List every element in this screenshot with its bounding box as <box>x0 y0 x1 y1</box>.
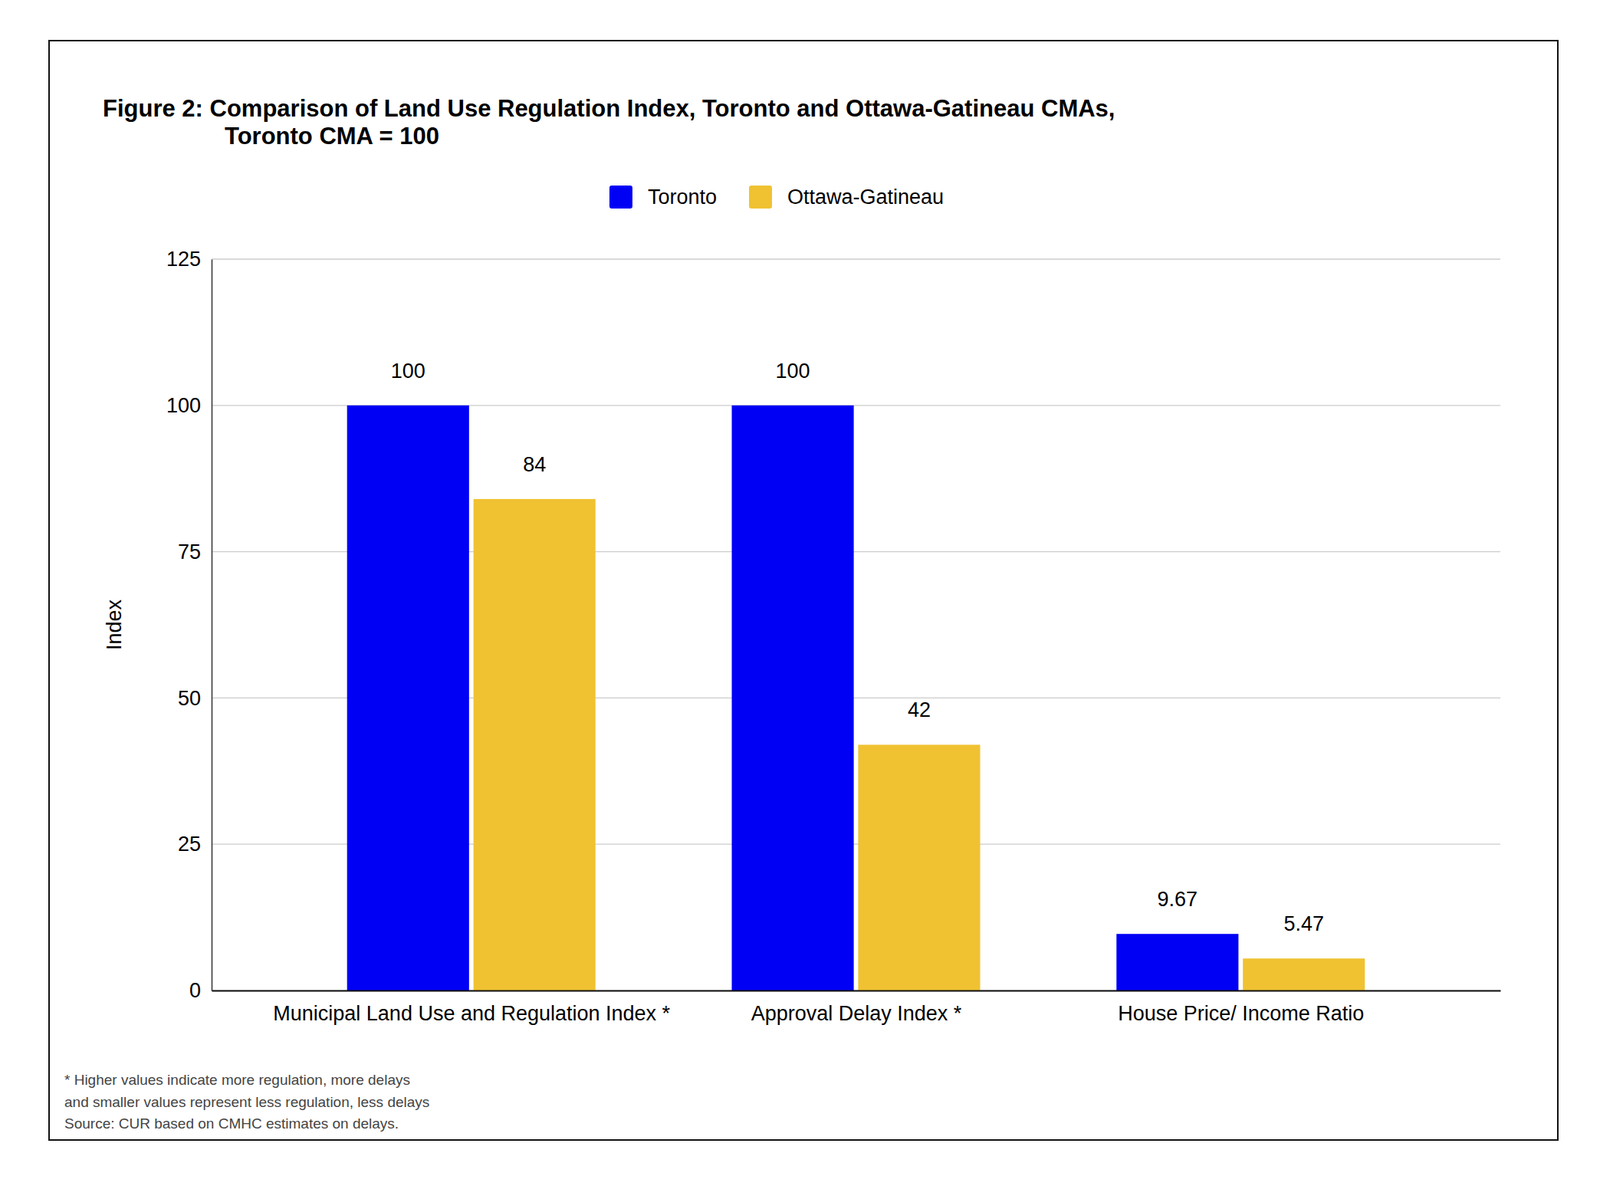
bar <box>732 405 855 991</box>
bar <box>1242 958 1365 991</box>
data-label: 9.67 <box>1157 887 1199 911</box>
footnote: and smaller values represent less regula… <box>64 1094 430 1111</box>
footnote: Source: CUR based on CMHC estimates on d… <box>64 1115 399 1132</box>
data-label: 100 <box>390 359 426 383</box>
x-tick-label: Municipal Land Use and Regulation Index … <box>272 1002 671 1026</box>
y-tick: 125 <box>166 247 212 271</box>
bar <box>347 405 470 991</box>
chart: Figure 2: Comparison of Land Use Regulat… <box>0 0 1600 1186</box>
grid-line <box>211 989 1501 991</box>
x-tick: House Price/ Income Ratio <box>1117 990 1364 1026</box>
data-labels: 100 100 9.67 84 42 5.47 <box>390 359 1325 936</box>
y-tick-label: 50 <box>177 686 201 710</box>
y-axis: 0 25 50 75 100 125 <box>166 247 213 1003</box>
data-label: 42 <box>907 698 931 722</box>
y-tick-label: 0 <box>189 979 201 1003</box>
x-tick-label: House Price/ Income Ratio <box>1117 1002 1364 1026</box>
legend-label: Ottawa-Gatineau <box>787 185 944 209</box>
y-tick-label: 75 <box>177 540 201 564</box>
grid <box>211 259 1501 991</box>
y-tick: 25 <box>177 832 212 856</box>
title: Toronto CMA = 100 <box>224 122 440 150</box>
grid-line <box>211 258 1501 260</box>
legend-swatch <box>749 185 773 209</box>
title: Figure 2: Comparison of Land Use Regulat… <box>102 95 1115 122</box>
y-tick: 75 <box>177 540 212 564</box>
x-tick: Approval Delay Index * <box>751 990 963 1026</box>
y-axis-title: Index <box>102 598 126 651</box>
y-axis-line <box>211 259 214 992</box>
legend-swatch <box>609 185 633 209</box>
x-axis-line <box>212 990 1502 993</box>
bar <box>857 744 980 991</box>
y-tick-label: 25 <box>177 832 201 856</box>
y-tick-label: 100 <box>166 394 201 418</box>
x-tick: Municipal Land Use and Regulation Index … <box>272 990 671 1026</box>
bars <box>347 405 1366 991</box>
legend-item: Toronto <box>609 185 717 209</box>
y-tick: 0 <box>189 979 212 1003</box>
footnote: * Higher values indicate more regulation… <box>64 1071 411 1088</box>
legend-label: Toronto <box>647 185 717 209</box>
y-tick: 100 <box>166 394 212 418</box>
legend-item: Ottawa-Gatineau <box>749 185 944 209</box>
y-tick: 50 <box>177 686 212 710</box>
data-label: 100 <box>775 359 811 383</box>
x-tick-label: Approval Delay Index * <box>751 1002 963 1026</box>
y-tick-label: 125 <box>166 247 201 271</box>
data-label: 84 <box>522 453 546 477</box>
bar <box>1116 933 1239 991</box>
legend: Toronto Ottawa-Gatineau <box>609 185 944 209</box>
frame <box>49 40 1558 1141</box>
data-label: 5.47 <box>1283 912 1325 936</box>
x-axis: Municipal Land Use and Regulation Index … <box>212 990 1502 1026</box>
bar <box>473 499 596 991</box>
